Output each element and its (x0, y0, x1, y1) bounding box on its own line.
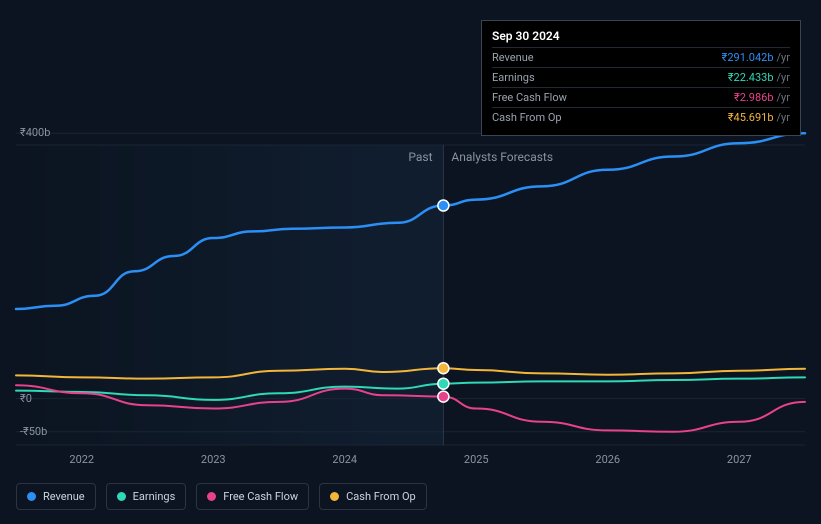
legend-dot-icon (330, 492, 339, 501)
y-axis-label: -₹50b (20, 425, 47, 438)
legend-dot-icon (117, 492, 126, 501)
tooltip-value: ₹291.042b (722, 51, 774, 64)
y-axis-label: ₹0 (20, 392, 32, 405)
forecast-region-label: Analysts Forecasts (451, 150, 553, 164)
x-axis-label: 2027 (727, 453, 752, 466)
past-region-label: Past (408, 150, 432, 164)
legend-item-cash-from-op[interactable]: Cash From Op (319, 483, 427, 510)
tooltip-unit: /yr (777, 91, 790, 104)
tooltip-value: ₹22.433b (728, 71, 774, 84)
legend-label: Revenue (43, 490, 85, 503)
x-axis-label: 2022 (69, 453, 94, 466)
tooltip-unit: /yr (777, 111, 790, 124)
chart-tooltip: Sep 30 2024 Revenue ₹291.042b/yr Earnings ₹… (481, 20, 801, 136)
legend-label: Cash From Op (346, 490, 416, 503)
tooltip-value: ₹45.691b (728, 111, 774, 124)
tooltip-value: ₹2.986b (734, 91, 774, 104)
legend-dot-icon (27, 492, 36, 501)
tooltip-label: Free Cash Flow (492, 91, 567, 104)
tooltip-unit: /yr (777, 71, 790, 84)
tooltip-label: Cash From Op (492, 111, 562, 124)
legend-dot-icon (207, 492, 216, 501)
x-axis-label: 2024 (332, 453, 357, 466)
chart-legend: Revenue Earnings Free Cash Flow Cash From O… (16, 483, 427, 510)
y-axis-label: ₹400b (20, 126, 50, 139)
marker-free-cash-flow (438, 391, 449, 402)
marker-earnings (438, 378, 449, 389)
tooltip-label: Earnings (492, 71, 535, 84)
legend-item-earnings[interactable]: Earnings (106, 483, 187, 510)
marker-cash-from-op (438, 363, 449, 374)
x-axis-label: 2023 (201, 453, 226, 466)
x-axis-label: 2025 (464, 453, 489, 466)
tooltip-row: Earnings ₹22.433b/yr (492, 67, 790, 87)
tooltip-unit: /yr (777, 51, 790, 64)
legend-label: Free Cash Flow (223, 490, 298, 503)
tooltip-date: Sep 30 2024 (492, 29, 790, 47)
tooltip-row: Revenue ₹291.042b/yr (492, 47, 790, 67)
tooltip-row: Cash From Op ₹45.691b/yr (492, 107, 790, 127)
tooltip-row: Free Cash Flow ₹2.986b/yr (492, 87, 790, 107)
tooltip-label: Revenue (492, 51, 534, 64)
x-axis-label: 2026 (595, 453, 620, 466)
marker-revenue (438, 200, 449, 211)
legend-label: Earnings (133, 490, 176, 503)
legend-item-free-cash-flow[interactable]: Free Cash Flow (196, 483, 309, 510)
legend-item-revenue[interactable]: Revenue (16, 483, 96, 510)
